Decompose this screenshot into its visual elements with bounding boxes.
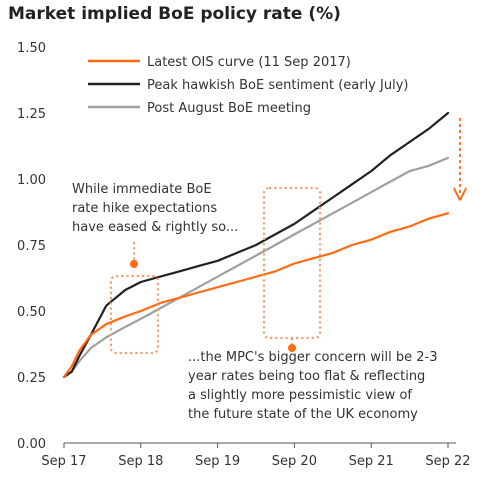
annotation-line: ...the MPC's bigger concern will be 2-3 [188, 350, 438, 365]
x-tick-label: Sep 20 [272, 454, 317, 469]
y-tick-label: 0.25 [17, 371, 46, 386]
annotation-line: the future state of the UK economy [188, 407, 418, 422]
annotation-line: While immediate BoE [72, 182, 212, 197]
annotation-box-far [262, 186, 322, 340]
legend-label: Post August BoE meeting [147, 101, 311, 116]
chart-title: Market implied BoE policy rate (%) [8, 4, 341, 24]
y-tick-label: 0.00 [17, 437, 46, 452]
y-tick-label: 1.25 [17, 107, 46, 122]
axes: 0.00 0.25 0.50 0.75 1.00 1.25 1.50 Sep 17 Sep 18… [17, 41, 471, 469]
annotation-dot-far [288, 344, 296, 352]
annotation-box-near [109, 274, 160, 355]
annotation-line: have eased & rightly so... [72, 220, 238, 235]
x-tick-label: Sep 17 [41, 454, 86, 469]
y-tick-label: 0.75 [17, 239, 46, 254]
legend: Latest OIS curve (11 Sep 2017) Peak hawki… [88, 55, 408, 116]
series-line [62, 111, 450, 379]
x-tick-label: Sep 18 [118, 454, 163, 469]
y-tick-label: 0.50 [17, 305, 46, 320]
series-line [62, 212, 450, 379]
annotation-dot-near [130, 260, 138, 268]
annotation-line: a slightly more pessimistic view of [188, 388, 412, 403]
legend-label: Latest OIS curve (11 Sep 2017) [147, 55, 351, 70]
x-tick-label: Sep 21 [349, 454, 394, 469]
annotation-line: year rates being too flat & reflecting [188, 369, 425, 384]
legend-label: Peak hawkish BoE sentiment (early July) [147, 78, 408, 93]
annotation-line: rate hike expectations [72, 201, 217, 216]
series-lines [62, 111, 450, 379]
x-tick-label: Sep 22 [425, 454, 470, 469]
series-line [62, 156, 450, 379]
y-tick-label: 1.00 [17, 173, 46, 188]
x-tick-label: Sep 19 [195, 454, 240, 469]
y-tick-label: 1.50 [17, 41, 46, 56]
annotation-boxes [109, 118, 460, 355]
annotation-text: While immediate BoE rate hike expectation… [72, 182, 438, 422]
